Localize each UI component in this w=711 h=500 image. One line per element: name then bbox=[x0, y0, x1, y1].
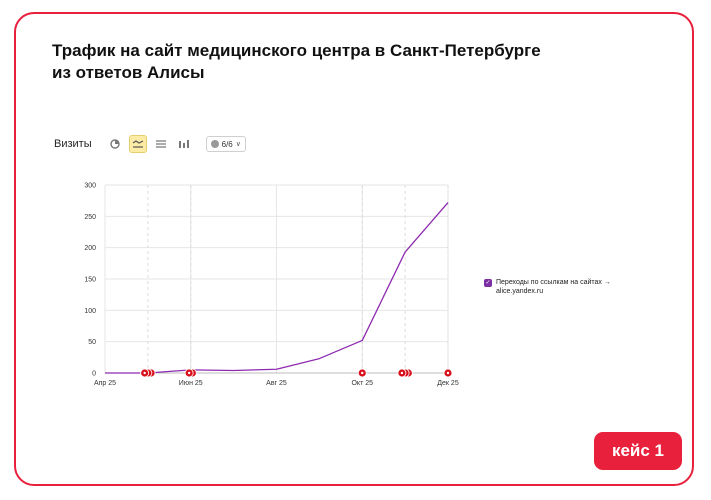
series-select[interactable]: 6/6 ∨ bbox=[205, 136, 246, 152]
legend-checkbox[interactable]: ✓ bbox=[484, 279, 492, 287]
chart-toolbar: Визиты 6/6 ∨ bbox=[54, 134, 246, 154]
line-chart: 0 50 100 150 200 250 300 Апр 25 Июн 25 Авг 25 Окт … bbox=[84, 183, 459, 388]
series-bubble-icon bbox=[210, 140, 219, 148]
page-title: Трафик на сайт медицинского центра в Сан… bbox=[52, 40, 652, 84]
card-frame bbox=[14, 12, 694, 486]
legend-item-label: Переходы по ссылкам на сайтах → alice.ya… bbox=[496, 279, 611, 295]
case-badge: кейс 1 bbox=[594, 432, 682, 470]
y-tick-label: 100 bbox=[84, 308, 96, 315]
y-tick-label: 200 bbox=[84, 245, 96, 252]
pie-chart-icon[interactable] bbox=[106, 135, 124, 153]
annotation-marker-dot bbox=[446, 371, 450, 375]
x-tick-label: Дек 25 bbox=[437, 380, 459, 387]
annotation-marker-dot bbox=[187, 371, 191, 375]
y-tick-label: 250 bbox=[84, 214, 96, 221]
chart-legend: ✓ Переходы по ссылкам на сайтах → alice.… bbox=[484, 278, 634, 296]
annotation-marker-dot bbox=[143, 371, 146, 375]
series-select-value: 6/6 bbox=[221, 139, 233, 149]
title-line-2: из ответов Алисы bbox=[52, 63, 205, 82]
annotation-marker-dot bbox=[361, 371, 364, 375]
y-tick-label: 0 bbox=[92, 371, 96, 378]
title-line-1: Трафик на сайт медицинского центра в Сан… bbox=[52, 41, 541, 60]
metric-label: Визиты bbox=[54, 138, 92, 150]
x-tick-label: Июн 25 bbox=[179, 380, 203, 387]
y-tick-label: 150 bbox=[84, 277, 96, 284]
series-line bbox=[105, 202, 449, 374]
y-tick-label: 300 bbox=[84, 183, 96, 190]
y-tick-label: 50 bbox=[88, 339, 96, 346]
x-tick-label: Окт 25 bbox=[351, 380, 373, 387]
x-tick-label: Апр 25 bbox=[94, 380, 116, 387]
chevron-down-icon: ∨ bbox=[235, 141, 241, 148]
line-chart-icon[interactable] bbox=[128, 135, 147, 153]
annotation-marker-dot bbox=[400, 371, 404, 375]
area-chart-icon[interactable] bbox=[152, 135, 170, 153]
bar-chart-icon[interactable] bbox=[175, 135, 193, 153]
x-tick-label: Авг 25 bbox=[266, 380, 287, 387]
